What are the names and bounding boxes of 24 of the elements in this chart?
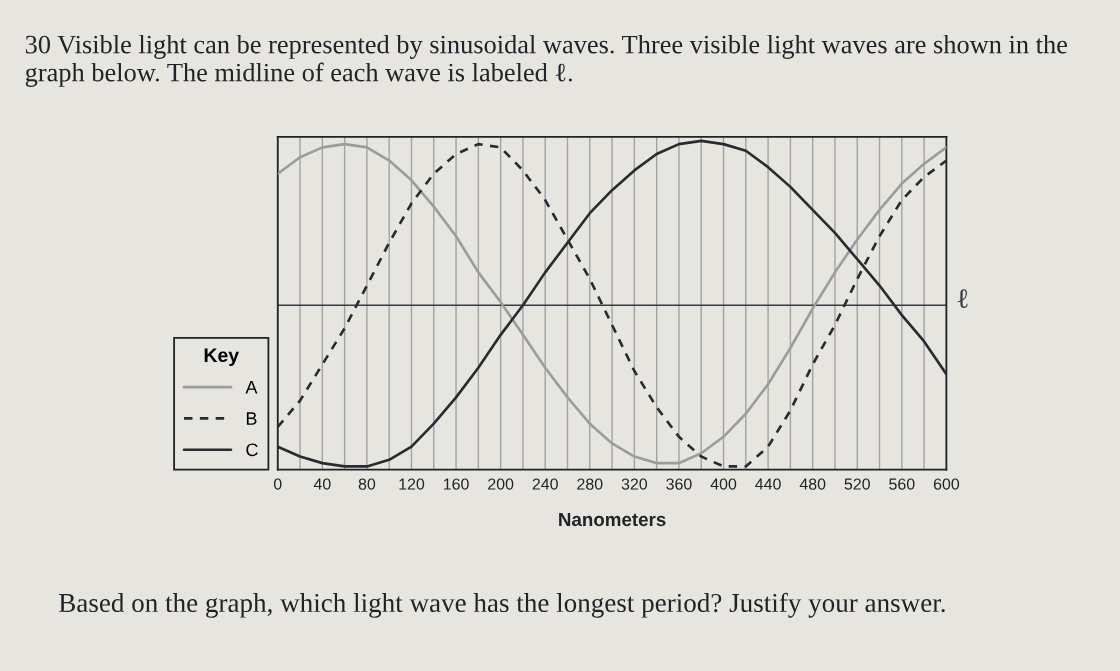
x-tick-label: 560 [889,478,915,490]
x-tick-label: 600 [933,478,960,490]
x-tick-label: 520 [844,478,870,490]
x-tick-label: 160 [443,478,469,490]
chart-title: 30 Visible light can be represented by sinusoidal waves. Three visible light waves are shown in the graph below. The midline of each wave is labeled ℓ. [25,34,1067,87]
x-tick-label: 280 [577,478,603,490]
x-tick-label: 400 [710,478,737,490]
x-tick-label: 480 [799,478,826,490]
x-tick-label: 120 [399,478,425,490]
x-tick-label: 200 [488,478,514,490]
legend-label: C [246,443,258,457]
legend-label: B [246,412,257,425]
x-tick-label: 320 [621,478,648,490]
x-tick-label: 240 [532,478,558,490]
x-tick-label: 360 [666,478,692,490]
x-tick-label: 0 [273,478,282,490]
x-tick-label: 80 [358,478,376,490]
x-tick-label: 40 [313,478,331,490]
x-tick-label: 440 [755,478,781,490]
ref-line-label: ℓ [957,289,968,309]
text: Based on the graph, which light wave has the longest period? Justify your answer. [59,592,945,618]
legend-title: Key [204,348,239,366]
x-axis-title: Nanometers [559,513,666,527]
legend-label: A [245,381,258,394]
